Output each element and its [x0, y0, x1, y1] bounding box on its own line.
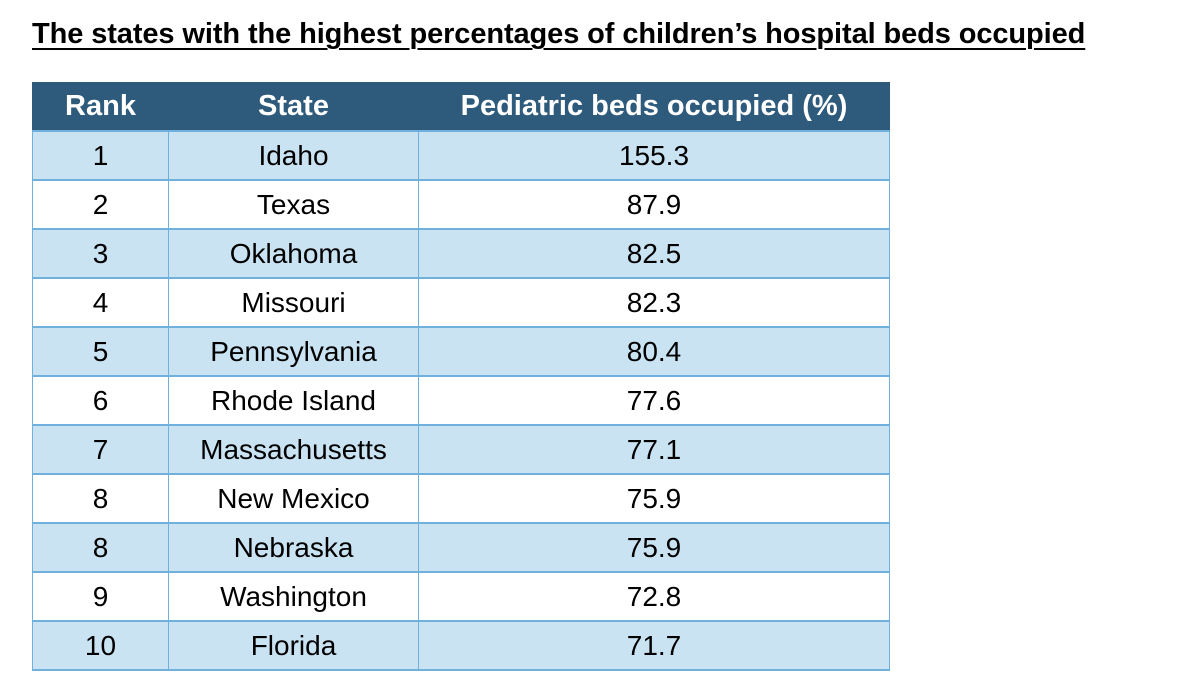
column-header-rank: Rank: [32, 82, 169, 132]
beds-occupied-cell: 155.3: [418, 130, 890, 181]
state-cell: Missouri: [168, 277, 419, 328]
state-cell: New Mexico: [168, 473, 419, 524]
table-row: 5 Pennsylvania 80.4: [32, 326, 890, 377]
state-cell: Nebraska: [168, 522, 419, 573]
beds-occupied-cell: 87.9: [418, 179, 890, 230]
beds-occupied-cell: 77.1: [418, 424, 890, 475]
rank-cell: 1: [32, 130, 169, 181]
header-row: Rank State Pediatric beds occupied (%): [32, 82, 890, 132]
state-cell: Rhode Island: [168, 375, 419, 426]
column-header-beds-occupied: Pediatric beds occupied (%): [418, 82, 890, 132]
chart-title: The states with the highest percentages …: [32, 18, 1086, 50]
rank-cell: 5: [32, 326, 169, 377]
table-row: 3 Oklahoma 82.5: [32, 228, 890, 279]
table-row: 6 Rhode Island 77.6: [32, 375, 890, 426]
rank-cell: 4: [32, 277, 169, 328]
state-cell: Oklahoma: [168, 228, 419, 279]
rank-cell: 8: [32, 473, 169, 524]
column-header-state: State: [168, 82, 419, 132]
rank-cell: 2: [32, 179, 169, 230]
table-row: 4 Missouri 82.3: [32, 277, 890, 328]
state-cell: Florida: [168, 620, 419, 671]
beds-occupied-cell: 82.3: [418, 277, 890, 328]
state-cell: Pennsylvania: [168, 326, 419, 377]
rank-cell: 6: [32, 375, 169, 426]
table-row: 8 Nebraska 75.9: [32, 522, 890, 573]
beds-occupied-cell: 82.5: [418, 228, 890, 279]
ranking-table: Rank State Pediatric beds occupied (%) 1…: [32, 82, 890, 671]
table-body: 1 Idaho 155.3 2 Texas 87.9 3 Oklahoma 82.5 4 Misso…: [32, 130, 890, 671]
beds-occupied-cell: 72.8: [418, 571, 890, 622]
state-cell: Washington: [168, 571, 419, 622]
beds-occupied-cell: 80.4: [418, 326, 890, 377]
table-row: 8 New Mexico 75.9: [32, 473, 890, 524]
state-cell: Texas: [168, 179, 419, 230]
state-cell: Idaho: [168, 130, 419, 181]
rank-cell: 7: [32, 424, 169, 475]
rank-cell: 3: [32, 228, 169, 279]
beds-occupied-cell: 71.7: [418, 620, 890, 671]
beds-occupied-cell: 75.9: [418, 473, 890, 524]
table-row: 1 Idaho 155.3: [32, 130, 890, 181]
table-row: 2 Texas 87.9: [32, 179, 890, 230]
state-cell: Massachusetts: [168, 424, 419, 475]
rank-cell: 9: [32, 571, 169, 622]
table-row: 10 Florida 71.7: [32, 620, 890, 671]
table-row: 9 Washington 72.8: [32, 571, 890, 622]
beds-occupied-cell: 75.9: [418, 522, 890, 573]
rank-cell: 8: [32, 522, 169, 573]
rank-cell: 10: [32, 620, 169, 671]
table-row: 7 Massachusetts 77.1: [32, 424, 890, 475]
beds-occupied-cell: 77.6: [418, 375, 890, 426]
